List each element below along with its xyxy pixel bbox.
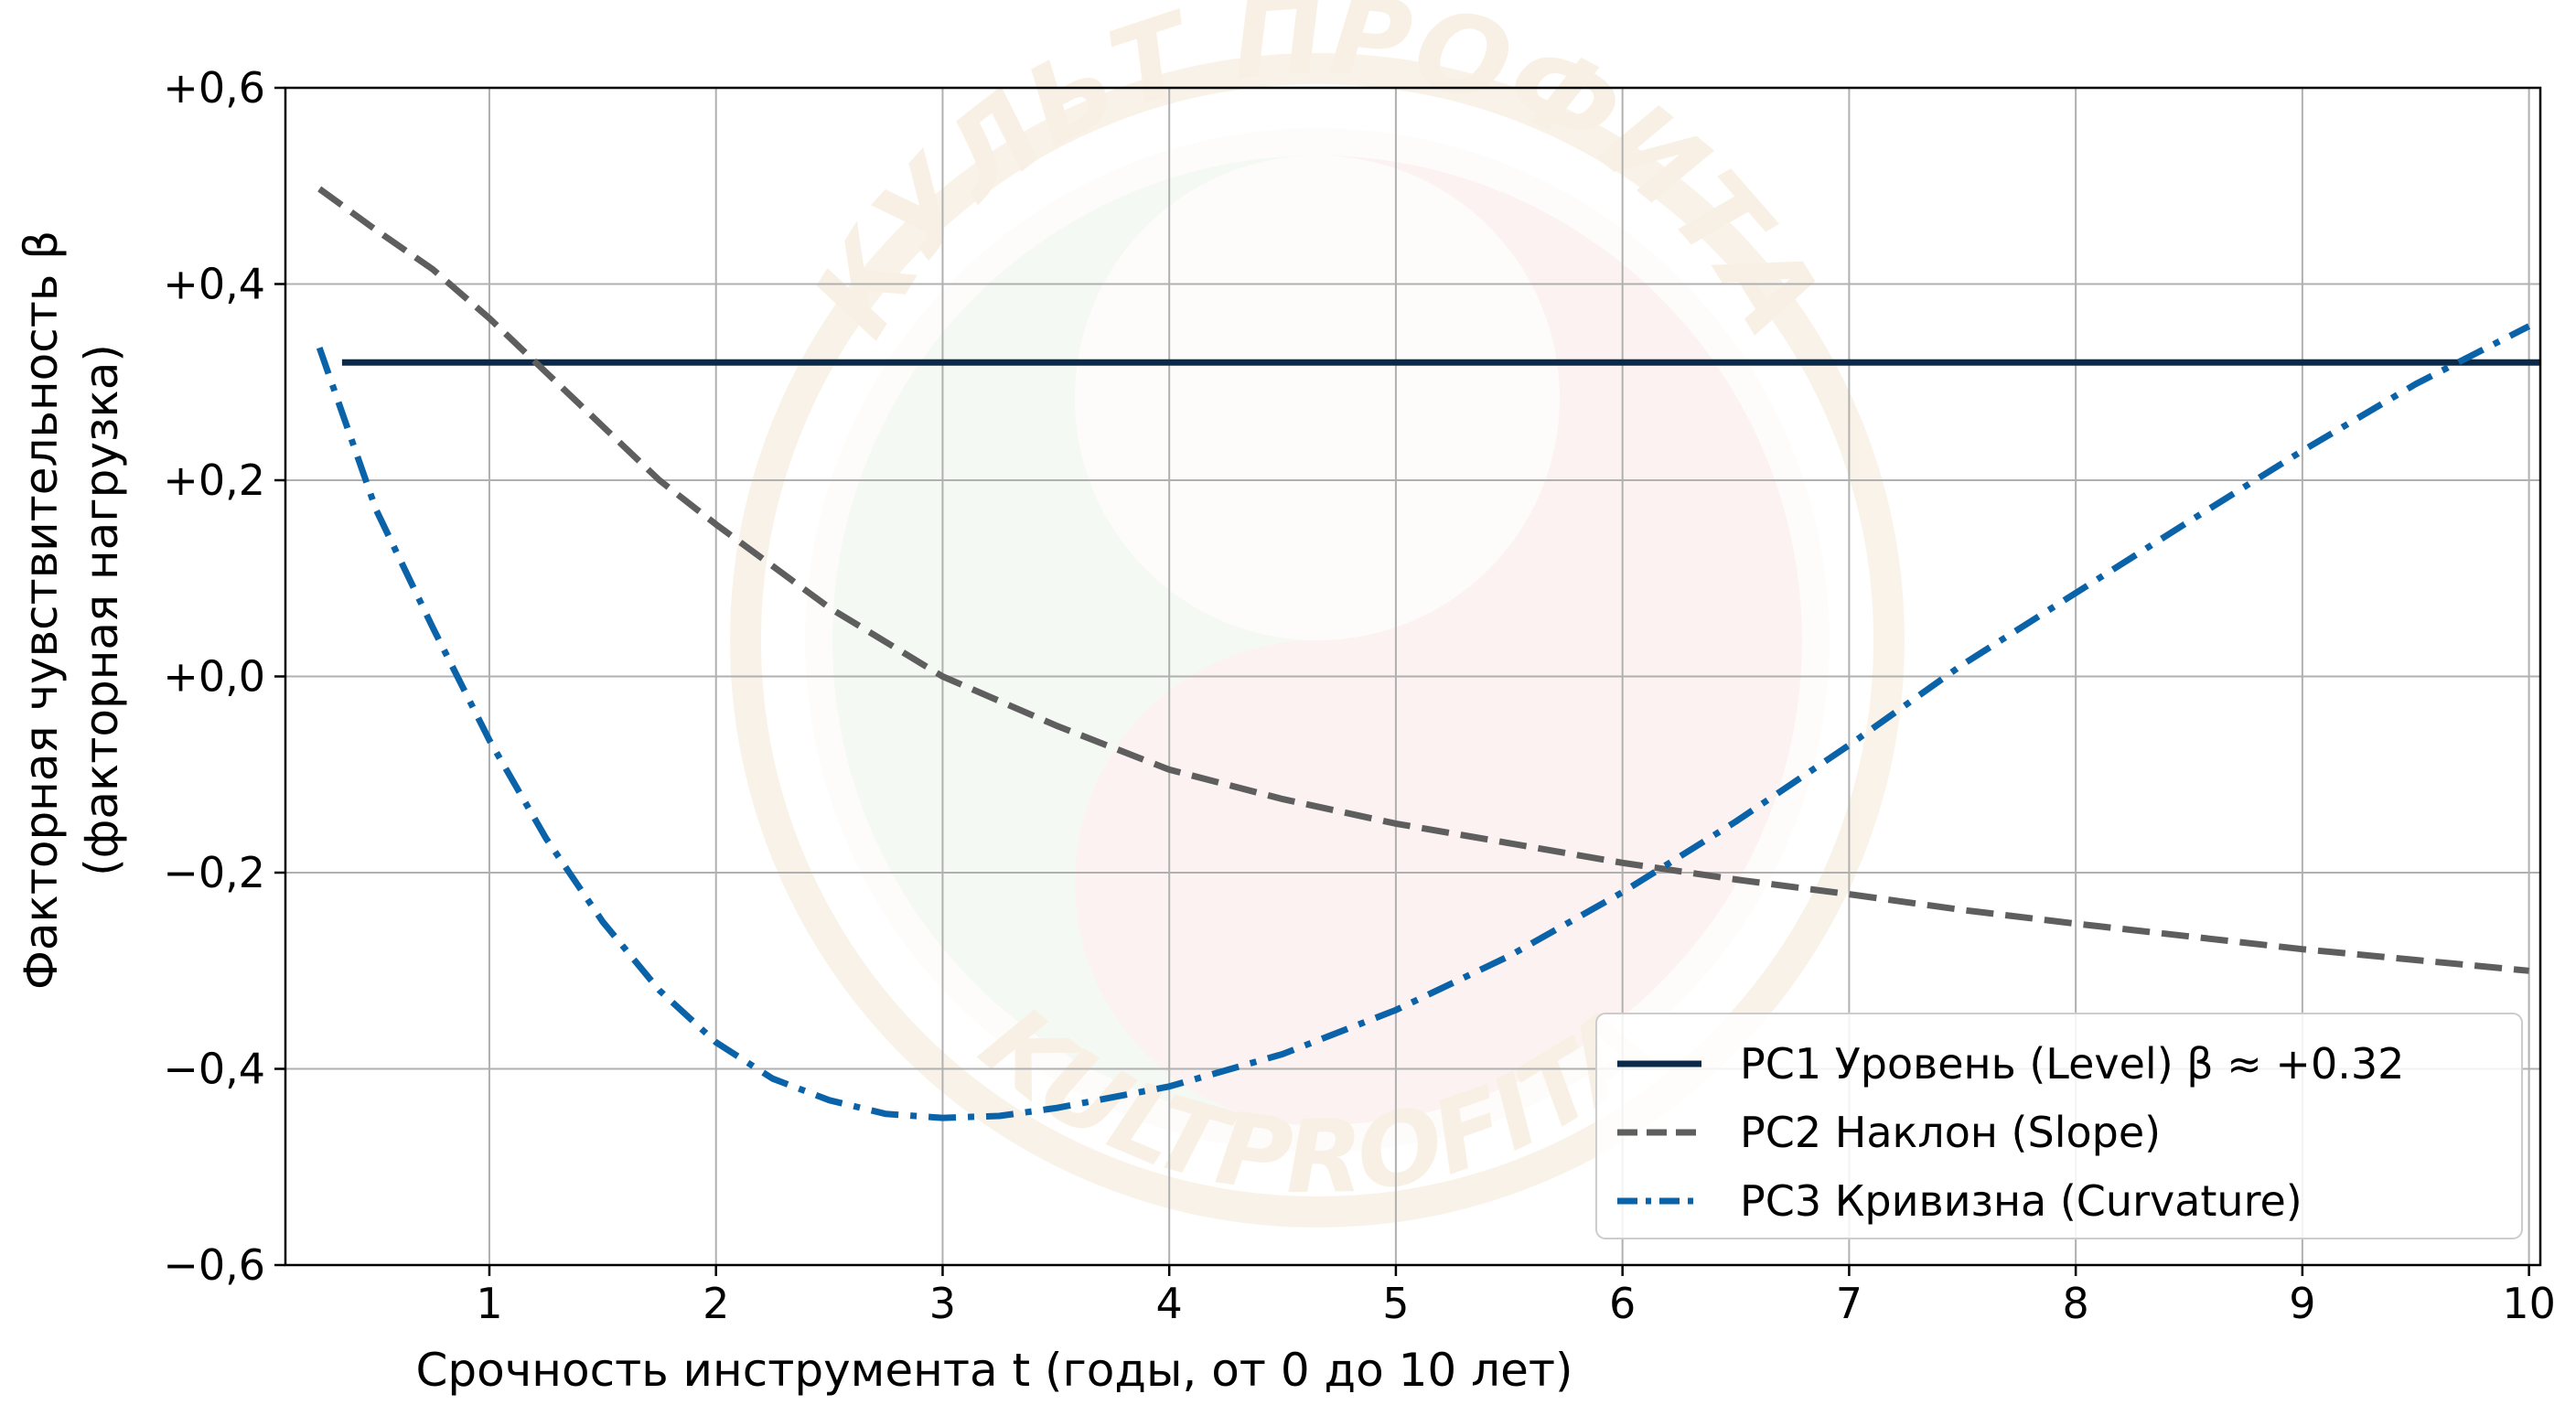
y-axis-label-line1: Факторная чувствительность β <box>15 231 68 990</box>
x-tick-label: 5 <box>1382 1279 1409 1328</box>
axis-ticks: 1 2 3 4 5 6 7 8 9 10 +0,6 +0,4 +0,2 +0,0 −0,2 −0,4 −0,6 <box>163 63 2556 1328</box>
y-tick-label: −0,6 <box>163 1240 265 1290</box>
y-tick-label: −0,4 <box>163 1045 265 1094</box>
x-tick-label: 6 <box>1609 1279 1636 1328</box>
legend-label-pc1: PC1 Уровень (Level) β ≈ +0.32 <box>1740 1039 2404 1089</box>
legend-box <box>1595 1013 2523 1239</box>
watermark-emblem: КУЛЬТ ПРОФИТА KULTPROFITA <box>730 0 1905 1228</box>
x-tick-label: 10 <box>2502 1279 2556 1328</box>
y-axis-label-line2: (факторная нагрузка) <box>75 344 128 876</box>
series-layer <box>316 186 2540 1121</box>
legend: PC1 Уровень (Level) β ≈ +0.32 PC2 Наклон … <box>1595 1013 2523 1239</box>
y-tick-label: −0,2 <box>163 848 265 897</box>
legend-label-pc3: PC3 Кривизна (Curvature) <box>1740 1176 2302 1226</box>
y-tick-label: +0,6 <box>163 63 265 113</box>
x-tick-label: 9 <box>2289 1279 2315 1328</box>
y-tick-label: +0,2 <box>163 456 265 505</box>
watermark-inner-disc <box>805 128 1830 1153</box>
series-line-pc2 <box>317 186 2529 974</box>
watermark-outer-ring <box>730 53 1905 1228</box>
x-tick-label: 4 <box>1156 1279 1183 1328</box>
x-tick-label: 3 <box>929 1279 956 1328</box>
watermark-green-half <box>832 156 1560 1125</box>
y-tick-label: +0,4 <box>163 260 265 309</box>
legend-label-pc2: PC2 Наклон (Slope) <box>1740 1108 2161 1157</box>
x-tick-label: 2 <box>703 1279 729 1328</box>
x-tick-label: 7 <box>1836 1279 1862 1328</box>
series-line-pc3 <box>316 323 2531 1121</box>
x-tick-label: 8 <box>2062 1279 2088 1328</box>
x-tick-label: 1 <box>476 1279 502 1328</box>
watermark-red-half <box>1075 156 1802 1125</box>
y-tick-label: +0,0 <box>163 652 265 702</box>
x-axis-label: Срочность инструмента t (годы, от 0 до 1… <box>416 1344 1573 1397</box>
